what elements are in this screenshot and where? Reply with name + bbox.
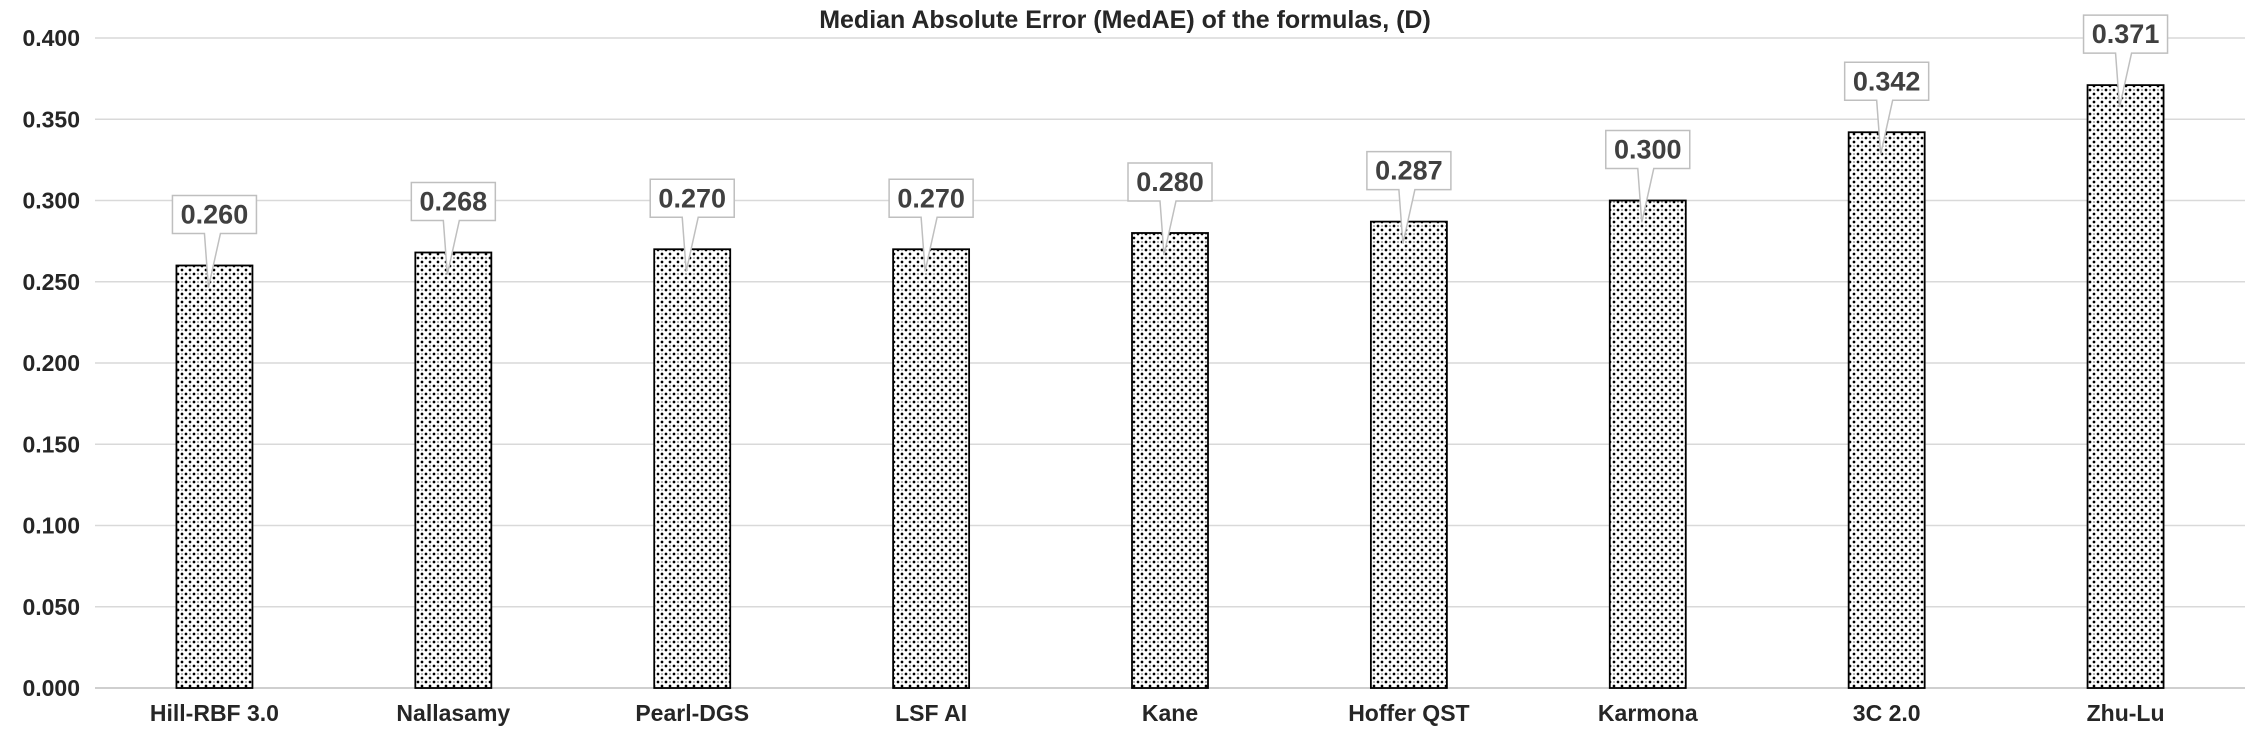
x-category-label: 3C 2.0 [1853,700,1921,726]
bar [1369,220,1448,689]
data-label: 0.260 [181,200,249,230]
data-label-callout: 0.260 [171,194,258,288]
y-tick-label: 0.250 [22,269,80,295]
x-category-label: Hoffer QST [1348,700,1469,726]
data-label-box [1843,61,1930,155]
data-label-box [410,181,497,275]
data-label-callout: 0.371 [2082,14,2169,108]
data-label-box [649,178,735,272]
data-label-box [1127,162,1213,256]
bar [1608,199,1687,689]
bar [1131,232,1209,689]
x-category-label: Zhu-Lu [2087,700,2165,726]
data-label: 0.300 [1614,135,1682,165]
data-label-box [2082,14,2169,108]
data-label: 0.270 [658,183,726,213]
data-label-callout: 0.300 [1605,129,1691,223]
data-label-box [1366,150,1452,244]
x-category-label: Hill-RBF 3.0 [150,700,279,726]
data-label-box [888,178,974,272]
data-label-callout: 0.268 [410,181,497,275]
data-label-box [171,194,258,288]
y-tick-label: 0.000 [22,675,80,701]
x-category-label: Kane [1142,700,1198,726]
data-label-callout: 0.270 [649,178,735,272]
bar [1847,131,1926,689]
bar [2086,84,2165,689]
data-label-box [1605,129,1691,223]
bar [175,264,254,689]
data-label-callout: 0.342 [1843,61,1930,155]
y-tick-label: 0.150 [22,431,80,457]
data-label: 0.270 [897,183,965,213]
chart-title: Median Absolute Error (MedAE) of the for… [819,6,1431,34]
data-label: 0.287 [1375,156,1443,186]
bar [892,248,971,689]
x-axis: Hill-RBF 3.0 Nallasamy Pearl-DGS LSF AI Kane… [150,700,2165,726]
y-tick-label: 0.050 [22,594,80,620]
bar [653,248,732,689]
data-label-callout: 0.287 [1366,150,1452,244]
x-category-label: LSF AI [895,700,967,726]
data-label: 0.342 [1853,66,1921,96]
y-tick-label: 0.300 [22,188,80,214]
x-category-label: Karmona [1598,700,1698,726]
y-tick-label: 0.200 [22,350,80,376]
x-category-label: Nallasamy [396,700,510,726]
y-tick-label: 0.350 [22,106,80,132]
bar [414,251,493,689]
y-tick-label: 0.400 [22,25,80,51]
y-axis: 0.000 0.050 0.100 0.150 0.200 0.250 0.300 0.350… [22,25,80,701]
bars: 0.260 0.268 0.270 0.270 0.280 0.287 0.300 0.342… [171,14,2169,689]
data-label: 0.371 [2092,19,2160,49]
data-label: 0.280 [1136,167,1204,197]
y-tick-label: 0.100 [22,513,80,539]
data-label-callout: 0.280 [1127,162,1213,256]
data-label: 0.268 [420,187,488,217]
data-label-callout: 0.270 [888,178,974,272]
x-category-label: Pearl-DGS [635,700,749,726]
